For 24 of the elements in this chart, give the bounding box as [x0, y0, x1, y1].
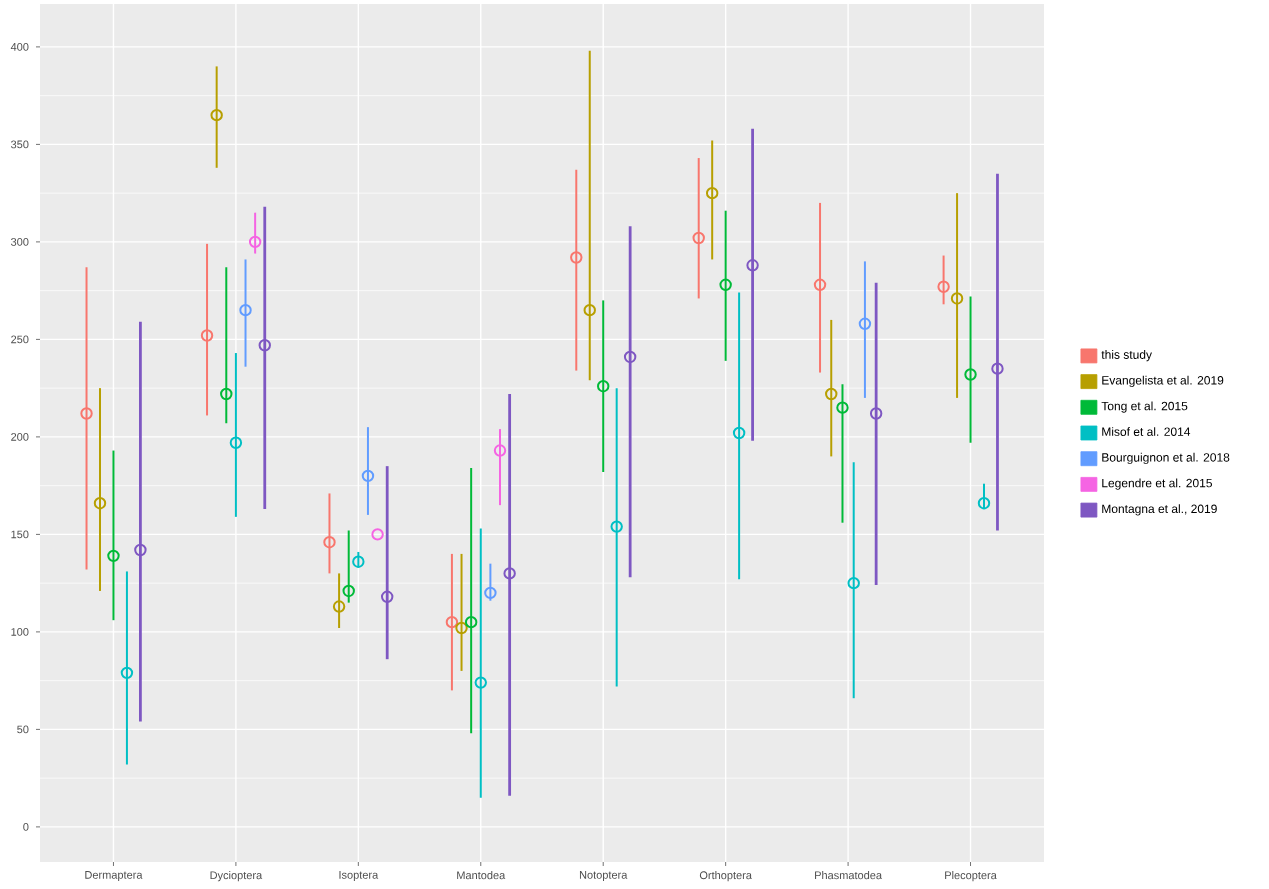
y-tick-label: 300: [10, 238, 29, 246]
x-tick-label: Mantodea: [457, 871, 506, 880]
y-tick-label: 50: [17, 725, 29, 734]
x-tick-label: Plecoptera: [945, 871, 997, 882]
x-tick-label: Dermaptera: [85, 871, 143, 881]
x-tick-label: Notoptera: [579, 871, 628, 881]
y-tick-label: 350: [10, 140, 29, 149]
y-tick-label: 400: [10, 43, 29, 51]
legend-label: Montagna et al., 2019: [1102, 504, 1217, 516]
y-tick-label: 250: [11, 335, 29, 344]
x-tick-label: Orthoptera: [699, 871, 752, 882]
y-tick-label: 100: [11, 628, 29, 636]
x-tick-label: Dycioptera: [210, 871, 263, 882]
y-tick-label: 150: [11, 530, 29, 539]
y-tick-label: 0: [23, 823, 29, 831]
legend-label: Legendre et al. 2015: [1102, 478, 1212, 490]
legend-label: this study: [1101, 350, 1152, 362]
legend-label: Bourguignon et al. 2018: [1102, 452, 1230, 465]
y-tick-label: 200: [11, 433, 29, 441]
legend-label: Evangelista et al. 2019: [1102, 375, 1224, 387]
legend-label: Misof et al. 2014: [1102, 427, 1191, 436]
x-tick-label: Isoptera: [339, 871, 379, 881]
x-tick-label: Phasmatodea: [815, 871, 883, 880]
legend-label: Tong et al. 2015: [1101, 401, 1188, 413]
